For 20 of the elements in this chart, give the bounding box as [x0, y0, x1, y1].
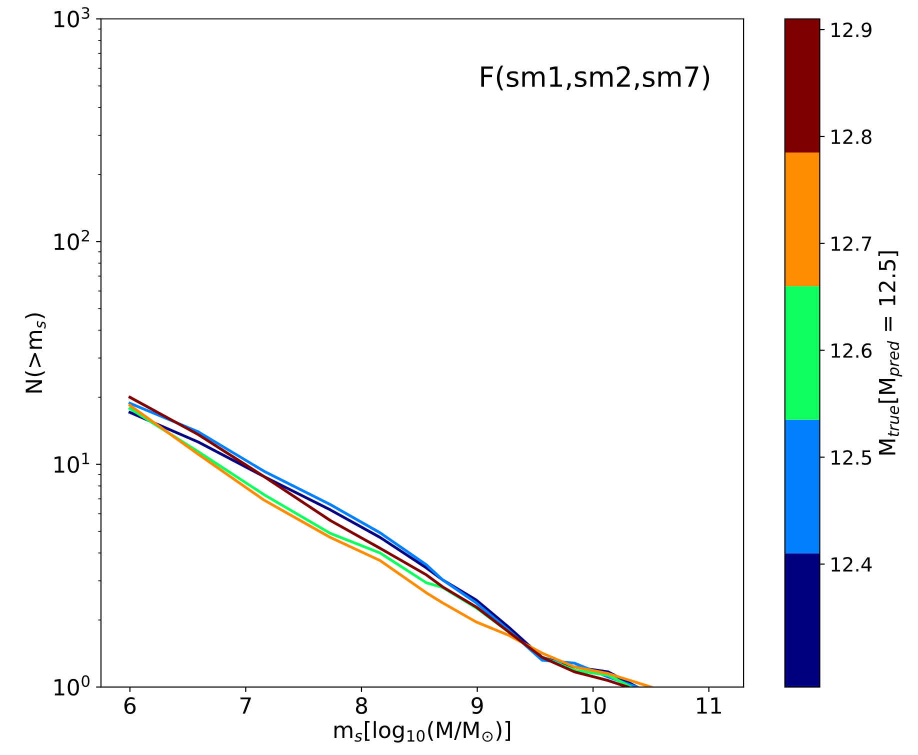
- color-bar-label: 12.6: [832, 343, 872, 358]
- y-tick-label: 10$^{2}$: [54, 230, 89, 250]
- y-axis-title: N(>m$_{s}$): [25, 313, 46, 392]
- color-bar-label: 12.8: [832, 129, 872, 144]
- color-bar-title: M$_{true}$[M$_{pred}$ = 12.5]: [878, 251, 902, 454]
- x-axis-title: m$_{s}$[log$_{10}$(M/M$_{⊙}$)]: [334, 721, 510, 743]
- color-bar-label: 12.4: [832, 557, 872, 572]
- y-tick-label: 10$^{0}$: [54, 675, 90, 696]
- x-tick-label: 8: [356, 697, 368, 714]
- x-tick-label: 11: [697, 697, 721, 714]
- color-bar-label: 12.9: [832, 22, 872, 38]
- color-bar-label: 12.7: [832, 236, 872, 251]
- x-tick-label: 7: [240, 697, 251, 714]
- annotation: F(sm1,sm2,sm7): [481, 66, 710, 90]
- x-tick-label: 9: [472, 697, 483, 714]
- x-tick-label: 6: [124, 697, 136, 714]
- y-tick-label: 10$^{3}$: [54, 7, 90, 28]
- color-bar-label: 12.5: [832, 450, 872, 465]
- x-tick-label: 10: [581, 697, 606, 714]
- y-tick-label: 10$^{1}$: [54, 452, 90, 473]
